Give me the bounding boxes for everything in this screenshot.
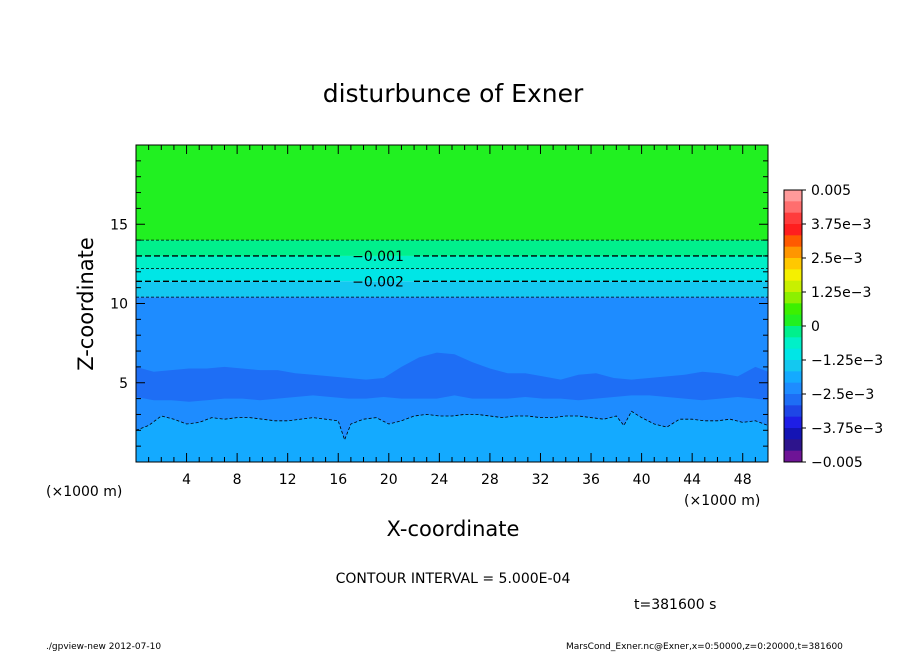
surface-layer	[136, 411, 768, 462]
colorbar-cell	[784, 269, 802, 282]
colorbar-cell	[784, 348, 802, 361]
x-tick-label: 24	[430, 472, 448, 488]
x-unit-right: (×1000 m)	[684, 493, 760, 509]
x-tick-label: 44	[683, 472, 701, 488]
colorbar-cell	[784, 439, 802, 452]
time-text: t=381600 s	[634, 597, 716, 613]
colorbar-cell	[784, 337, 802, 350]
colorbar-cell	[784, 450, 802, 463]
colorbar-label: 1.25e−3	[811, 285, 871, 301]
contour-label: −0.002	[352, 274, 404, 290]
x-tick-label: 12	[279, 472, 297, 488]
colorbar-label: −1.25e−3	[811, 353, 883, 369]
y-tick-label: 5	[119, 376, 128, 392]
band-4	[136, 281, 768, 298]
lower-layer	[136, 352, 768, 402]
x-tick-label: 4	[182, 472, 191, 488]
colorbar-label: 0	[811, 319, 820, 335]
contour-line-surface	[135, 410, 769, 441]
colorbar-cell	[784, 405, 802, 418]
colorbar-cell	[784, 416, 802, 429]
x-tick-label: 32	[532, 472, 550, 488]
colorbar-label: −2.5e−3	[811, 387, 874, 403]
x-tick-label: 20	[380, 472, 398, 488]
colorbar-cell	[784, 371, 802, 384]
colorbar-cell	[784, 292, 802, 304]
x-tick-label: 8	[233, 472, 242, 488]
colorbar-label: −0.005	[811, 455, 863, 471]
footer-right: MarsCond_Exner.nc@Exner,x=0:50000,z=0:20…	[566, 642, 843, 652]
colorbar: 0.005 3.75e−3 2.5e−3 1.25e−3 0 −1.25e−3 −2.5e−…	[783, 183, 883, 471]
colorbar-label: 3.75e−3	[811, 217, 871, 233]
colorbar-cell	[784, 280, 802, 293]
colorbar-cell	[784, 314, 802, 327]
x-tick-label: 28	[481, 472, 499, 488]
colorbar-label: 0.005	[811, 183, 851, 199]
x-tick-label: 16	[329, 472, 347, 488]
y-axis: 5 10 15	[110, 144, 768, 463]
colorbar-label: 2.5e−3	[811, 251, 863, 267]
colorbar-cell	[784, 246, 802, 259]
y-axis-label: Z-coordinate	[74, 237, 98, 371]
colorbar-label: −3.75e−3	[811, 421, 883, 437]
x-axis-label: X-coordinate	[387, 517, 520, 541]
band-0	[136, 145, 768, 241]
band-2	[136, 255, 768, 269]
x-unit-left: (×1000 m)	[46, 484, 122, 500]
plot-area: −0.001 −0.002	[135, 145, 769, 462]
colorbar-cell	[784, 201, 802, 214]
x-axis: 4 8 12 16 20 24 28 32 36 40 44 48	[135, 145, 769, 488]
colorbar-cell	[784, 212, 802, 225]
band-1	[136, 240, 768, 256]
colorbar-cell	[784, 394, 802, 406]
x-tick-label: 40	[633, 472, 651, 488]
contour-interval-text: CONTOUR INTERVAL = 5.000E-04	[336, 571, 571, 587]
y-tick-label: 15	[110, 217, 128, 233]
colorbar-cell	[784, 382, 802, 395]
colorbar-cell	[784, 190, 802, 202]
colorbar-cell	[784, 303, 802, 316]
colorbar-cell	[784, 360, 802, 372]
colorbar-cell	[784, 235, 802, 248]
colorbar-cell	[784, 224, 802, 236]
colorbar-cell	[784, 258, 802, 270]
x-tick-label: 48	[734, 472, 752, 488]
chart-title: disturbunce of Exner	[323, 79, 584, 108]
colorbar-cell	[784, 326, 802, 338]
contour-label: −0.001	[352, 249, 404, 265]
y-tick-label: 10	[110, 297, 128, 313]
footer-left: ./gpview-new 2012-07-10	[46, 642, 162, 652]
x-tick-label: 36	[582, 472, 600, 488]
band-3	[136, 268, 768, 282]
colorbar-cell	[784, 428, 802, 440]
